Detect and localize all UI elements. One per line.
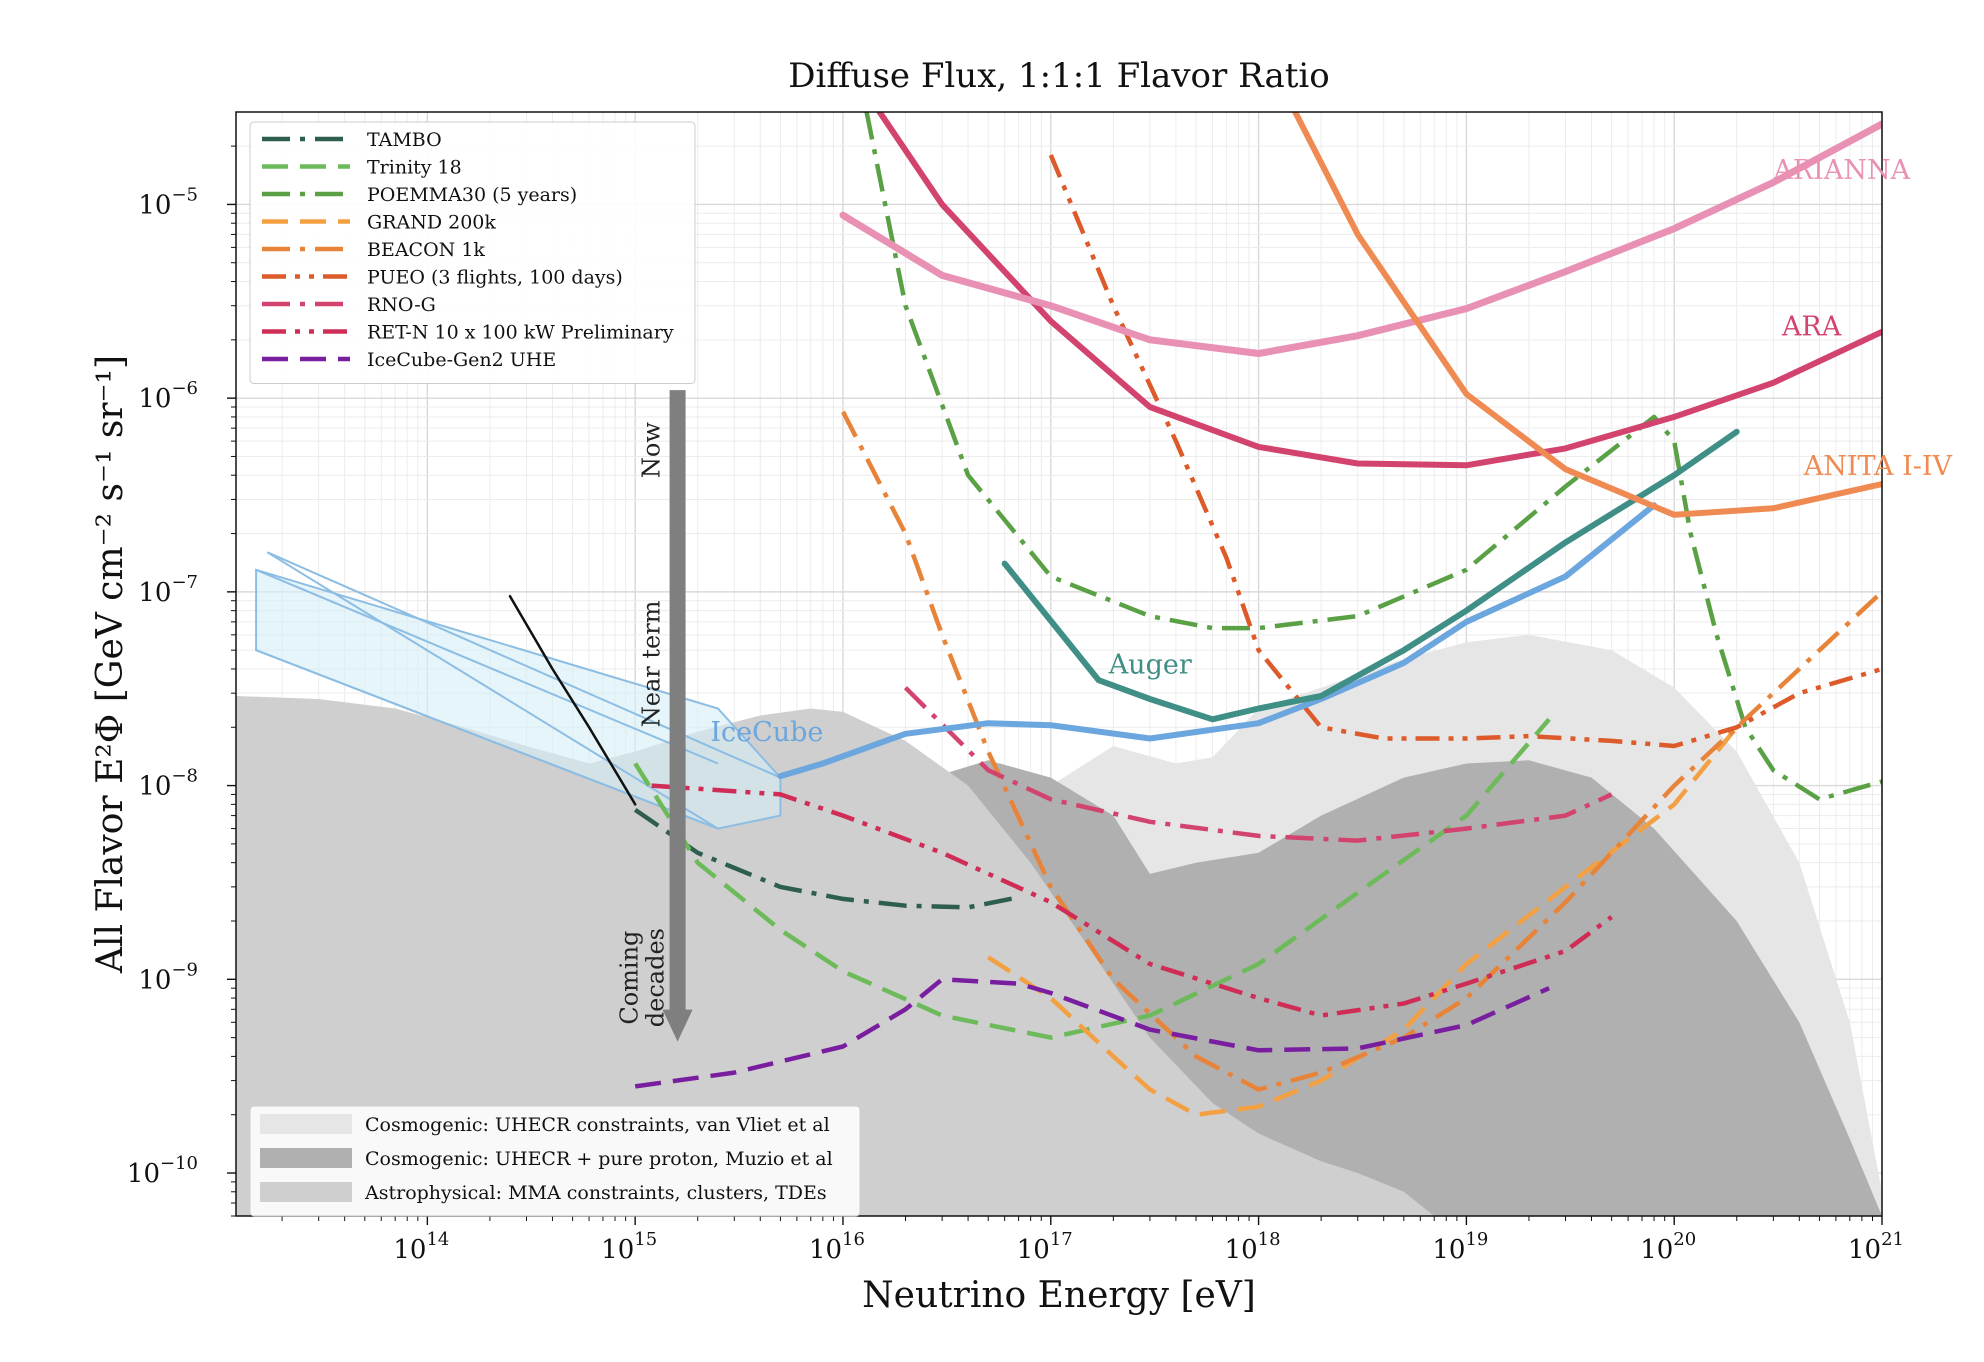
tick-label: 10−9	[138, 959, 198, 995]
band-area	[236, 696, 1435, 1216]
tick-label: 1020	[1640, 1229, 1696, 1265]
series-line-poemma30-5-years-	[864, 112, 1882, 802]
band-legend-label: Cosmogenic: UHECR + pure proton, Muzio e…	[365, 1148, 833, 1170]
arrow-label: decades	[642, 928, 670, 1027]
annotation-arianna: ARIANNA	[1772, 155, 1910, 186]
icecube-band-edge	[266, 551, 719, 830]
tick-label: 10−10	[127, 1153, 198, 1189]
icecube-band-edge	[255, 649, 719, 830]
flux-bands	[236, 634, 1882, 1216]
arrow-label: Near term	[638, 600, 666, 727]
series-line-ara	[876, 112, 1882, 469]
arrow-head	[662, 1009, 693, 1042]
tick-label: 1017	[1017, 1229, 1073, 1265]
legend-bands: Cosmogenic: UHECR constraints, van Vliet…	[249, 1105, 861, 1217]
chart-title: Diffuse Flux, 1:1:1 Flavor Ratio	[788, 56, 1329, 96]
tick-label: 1019	[1432, 1229, 1488, 1265]
tick-label: 1016	[809, 1229, 865, 1265]
legend-label: TAMBO	[367, 129, 442, 151]
sensitivity-curves	[508, 112, 1882, 1117]
legend-label: PUEO (3 flights, 100 days)	[367, 267, 623, 289]
series-line-rno-g	[903, 686, 1613, 843]
legend-label: Trinity 18	[367, 157, 462, 179]
tick-label: 1021	[1848, 1229, 1904, 1265]
arrow-label: Coming	[616, 931, 644, 1025]
legend-label: GRAND 200k	[367, 212, 496, 234]
tick-label: 10−6	[138, 378, 198, 414]
series-line-grand-200k	[986, 725, 1739, 1117]
series-line-trinity-18	[633, 717, 1551, 1040]
series-line-anita-i-iv	[1292, 112, 1882, 518]
band-legend-label: Cosmogenic: UHECR constraints, van Vliet…	[365, 1114, 830, 1136]
band-legend-label: Astrophysical: MMA constraints, clusters…	[364, 1182, 827, 1204]
curve-annotations: IceCube Auger ARA ARIANNA ANITA I-IV	[710, 155, 1952, 748]
series-line-pueo-3-flights-100-days-	[1048, 154, 1882, 749]
y-axis-label: All Flavor E²Φ [GeV cm⁻² s⁻¹ sr⁻¹]	[90, 355, 131, 974]
tick-label: 10−7	[138, 572, 198, 608]
series-line-icecube	[777, 502, 1658, 780]
icecube-band-edge	[255, 568, 719, 765]
x-axis-label: Neutrino Energy [eV]	[862, 1275, 1256, 1316]
annotation-anita-i-iv: ANITA I-IV	[1803, 451, 1953, 482]
plot-frame	[235, 111, 1883, 1217]
arrow-shaft	[669, 390, 686, 1012]
tick-label: 1015	[601, 1229, 657, 1265]
series-line-auger	[1001, 428, 1740, 723]
tick-label: 1014	[393, 1229, 449, 1265]
icecube-band-edge	[266, 551, 781, 779]
legend-label: BEACON 1k	[367, 239, 485, 261]
icecube-band	[255, 551, 782, 830]
tick-label: 10−8	[138, 766, 198, 802]
legend-label: RNO-G	[367, 294, 436, 316]
band-legend-box	[249, 1105, 861, 1217]
tick-label: 1018	[1225, 1229, 1281, 1265]
legend-label: IceCube-Gen2 UHE	[367, 349, 556, 371]
legend-lines: TAMBO Trinity 18 POEMMA30 (5 years) GRAND 2…	[249, 121, 696, 384]
series-line-ret-n-10-x-100-kw-preliminary	[651, 783, 1613, 1018]
series-line-tambo	[633, 807, 1020, 910]
series-line-arianna	[839, 120, 1882, 357]
legend-label: RET-N 10 x 100 kW Preliminary	[367, 322, 674, 344]
annotation-auger: Auger	[1108, 649, 1192, 680]
series-line-beacon-1k	[840, 410, 1882, 1092]
annotation-ara: ARA	[1781, 312, 1842, 343]
series-line-icecube-gen2-uhe	[634, 977, 1551, 1089]
legend-label: POEMMA30 (5 years)	[367, 184, 577, 206]
band-legend-swatch	[260, 1114, 352, 1134]
arrow-label: Now	[638, 422, 666, 478]
axis-ticks: 1014 1015 1016 1017 1018 1019 1020 1021 10−10 10−…	[127, 145, 1904, 1265]
series-line-model	[508, 594, 637, 806]
legend-box	[249, 121, 696, 384]
band-legend-swatch	[260, 1148, 352, 1168]
tick-label: 10−5	[138, 184, 198, 220]
annotation-icecube: IceCube	[710, 717, 823, 748]
band-legend-swatch	[260, 1182, 352, 1202]
plot-area	[236, 112, 1882, 1216]
